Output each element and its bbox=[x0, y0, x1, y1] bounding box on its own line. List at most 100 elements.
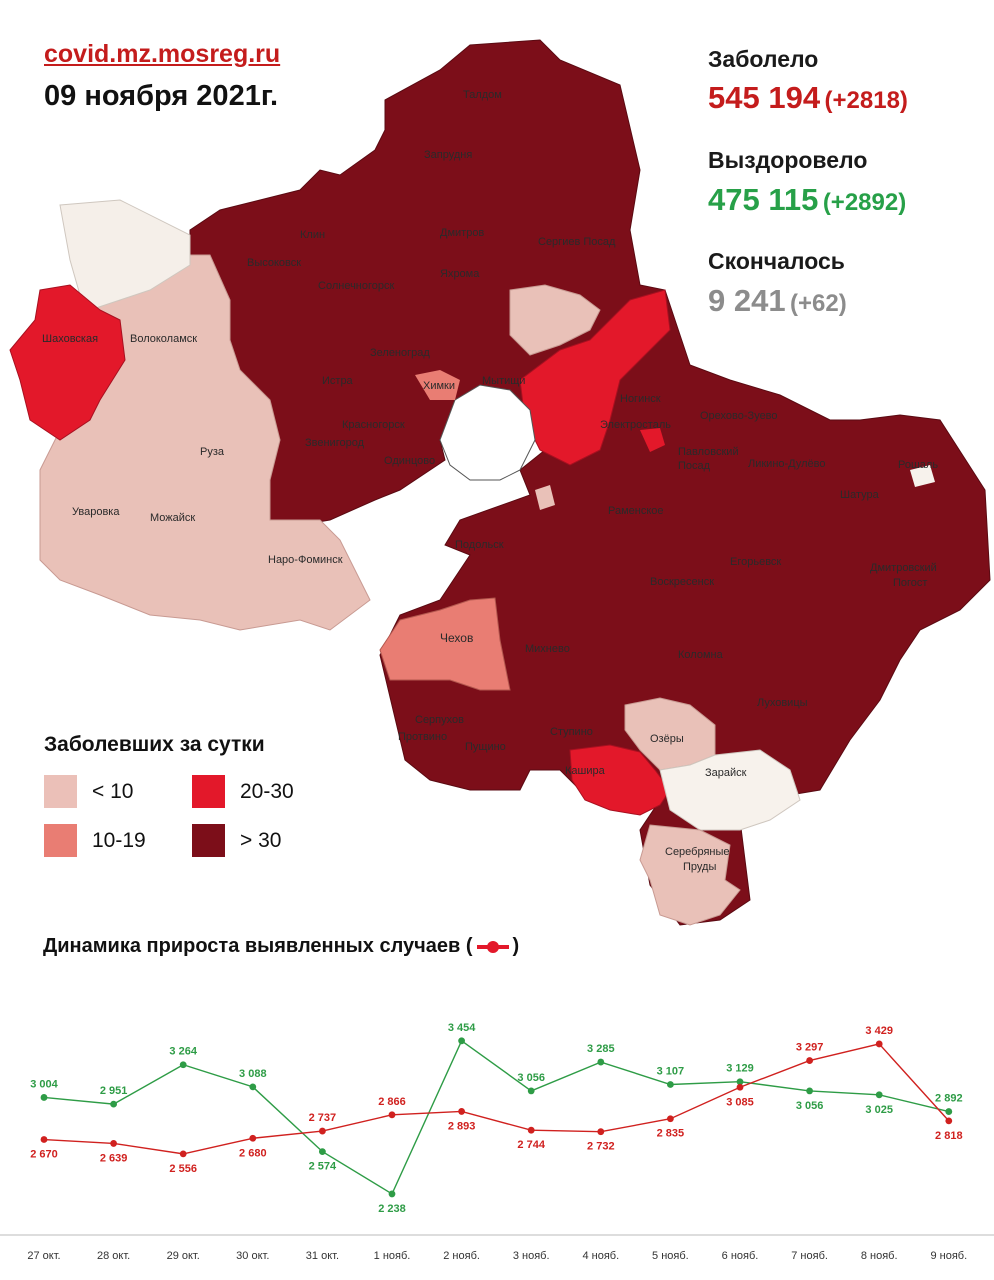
data-point-green bbox=[458, 1037, 465, 1045]
data-point-green bbox=[667, 1081, 674, 1088]
region-map: Талдом Запрудня Клин Дмитров Сергиев Пос… bbox=[9, 39, 991, 926]
data-point-red bbox=[319, 1127, 326, 1135]
map-region-shakhovskaya bbox=[9, 284, 126, 441]
legend-title: Заболевших за сутки bbox=[44, 733, 265, 756]
map-label-mikhnevo: Михнево bbox=[525, 643, 570, 655]
map-region-nw bbox=[59, 199, 191, 311]
infected-stat: 545 194 (+2818) bbox=[708, 80, 908, 116]
data-label-red: 2 835 bbox=[657, 1128, 685, 1140]
data-point-red bbox=[458, 1108, 465, 1115]
data-point-green bbox=[945, 1108, 953, 1115]
map-label-istra: Истра bbox=[322, 375, 354, 387]
data-point-red bbox=[388, 1111, 396, 1119]
map-label-serpukhov: Серпухов bbox=[415, 714, 464, 726]
map-label-kashira: Кашира bbox=[565, 765, 606, 777]
map-label-naro: Наро-Фоминск bbox=[268, 554, 343, 566]
map-label-krasnogorsk: Красногорск bbox=[342, 419, 405, 431]
data-label-green: 3 056 bbox=[796, 1100, 824, 1112]
map-label-elektrostal: Электросталь bbox=[600, 419, 671, 431]
legend-swatch-10-19 bbox=[44, 824, 77, 857]
map-label-roshal: Рошаль bbox=[898, 459, 938, 471]
data-point-green bbox=[40, 1094, 48, 1101]
chart-title-text: Динамика прироста выявленных случаев ( bbox=[43, 935, 473, 957]
legend-label-10-19: 10-19 bbox=[92, 829, 146, 852]
series-line-green bbox=[43, 1039, 949, 1195]
data-label-red: 2 866 bbox=[378, 1096, 406, 1108]
deceased-value: 9 241 bbox=[708, 283, 786, 318]
x-tick-label: 7 нояб. bbox=[791, 1250, 828, 1262]
map-region-kashira bbox=[569, 744, 671, 816]
map-label-pavlovsky: Павловский bbox=[678, 446, 739, 458]
map-label-egorievsk: Егорьевск bbox=[730, 556, 781, 568]
data-label-red: 2 818 bbox=[935, 1130, 963, 1142]
data-point-red bbox=[249, 1134, 257, 1142]
map-label-mozhaisk: Можайск bbox=[150, 512, 195, 524]
x-tick-label: 28 окт. bbox=[97, 1250, 130, 1262]
map-label-pogost: Погост bbox=[893, 577, 927, 589]
map-region-zaraisk bbox=[659, 749, 801, 831]
map-label-stupino: Ступино bbox=[550, 726, 593, 738]
map-label-ruza: Руза bbox=[200, 446, 225, 458]
map-region-serebryanye-prudy bbox=[639, 824, 741, 926]
map-label-taldom: Талдом bbox=[463, 89, 502, 101]
data-label-red: 2 639 bbox=[100, 1152, 128, 1164]
x-tick-label: 8 нояб. bbox=[861, 1250, 898, 1262]
map-label-zaraisk: Зарайск bbox=[705, 767, 747, 779]
data-label-green: 3 129 bbox=[726, 1063, 754, 1075]
map-label-vysokovsk: Высоковск bbox=[247, 257, 301, 269]
data-label-green: 3 088 bbox=[239, 1068, 267, 1080]
recovered-stat: 475 115 (+2892) bbox=[708, 182, 906, 218]
map-label-posad: Посад bbox=[678, 460, 711, 472]
recovered-label: Выздоровело bbox=[708, 147, 868, 173]
legend-swatch-20-30 bbox=[192, 775, 225, 808]
map-label-ramenskoe: Раменское bbox=[608, 505, 664, 517]
map-label-noginsk: Ногинск bbox=[620, 393, 661, 405]
map-label-zaprudnya: Запрудня bbox=[424, 149, 472, 161]
x-tick-label: 5 нояб. bbox=[652, 1250, 689, 1262]
map-label-prudy: Пруды bbox=[683, 861, 716, 873]
data-label-green: 2 892 bbox=[935, 1093, 963, 1105]
map-label-kolomna: Коломна bbox=[678, 649, 724, 661]
deceased-delta: (+62) bbox=[790, 290, 847, 317]
data-point-red bbox=[597, 1128, 605, 1136]
report-date: 09 ноября 2021г. bbox=[44, 80, 279, 112]
map-label-uvarovka: Уваровка bbox=[72, 506, 120, 518]
data-point-red bbox=[875, 1040, 883, 1048]
source-link[interactable]: covid.mz.mosreg.ru bbox=[44, 40, 281, 68]
chart-title-end: ) bbox=[512, 935, 520, 957]
map-label-chekhov: Чехов bbox=[440, 631, 473, 645]
data-point-red bbox=[945, 1117, 953, 1125]
map-label-protvino: Протвино bbox=[398, 731, 447, 743]
data-point-green bbox=[806, 1087, 813, 1095]
growth-chart: 27 окт. 28 окт. 29 окт. 30 окт. 31 окт. 1 ноя… bbox=[0, 1022, 994, 1262]
data-label-red: 2 670 bbox=[30, 1149, 58, 1161]
red-line-marker-icon bbox=[476, 940, 509, 953]
data-label-red: 3 297 bbox=[796, 1042, 824, 1054]
map-label-likino: Ликино-Дулёво bbox=[748, 458, 826, 470]
data-point-red bbox=[736, 1083, 744, 1091]
x-tick-label: 2 нояб. bbox=[443, 1250, 480, 1262]
legend-label-gt30: > 30 bbox=[240, 829, 282, 852]
data-label-green: 3 285 bbox=[587, 1043, 615, 1055]
map-region-roshal bbox=[910, 465, 935, 487]
map-label-zvenigorod: Звенигород bbox=[305, 437, 365, 449]
legend-swatch-gt30 bbox=[192, 824, 225, 857]
map-label-zelenograd: Зеленоград bbox=[370, 347, 430, 359]
data-label-green: 3 056 bbox=[517, 1072, 545, 1084]
data-point-green bbox=[597, 1058, 605, 1066]
map-label-orekhovo: Орехово-Зуево bbox=[700, 410, 778, 422]
map-label-podolsk: Подольск bbox=[455, 539, 504, 551]
map-label-volokolamsk: Волоколамск bbox=[130, 333, 197, 345]
map-label-serebryanye: Серебряные bbox=[665, 846, 730, 858]
recovered-delta: (+2892) bbox=[822, 189, 907, 216]
data-point-red bbox=[527, 1126, 535, 1134]
map-label-dmitrov: Дмитров bbox=[440, 227, 484, 239]
x-tick-label: 31 окт. bbox=[306, 1250, 339, 1262]
moscow-hole bbox=[439, 384, 536, 481]
data-label-green: 2 238 bbox=[378, 1203, 406, 1215]
data-label-green: 2 574 bbox=[309, 1161, 337, 1173]
deceased-stat: 9 241 (+62) bbox=[708, 283, 847, 319]
data-label-green: 2 951 bbox=[100, 1085, 128, 1097]
data-label-green: 3 004 bbox=[30, 1078, 58, 1090]
x-tick-label: 1 нояб. bbox=[374, 1250, 411, 1262]
